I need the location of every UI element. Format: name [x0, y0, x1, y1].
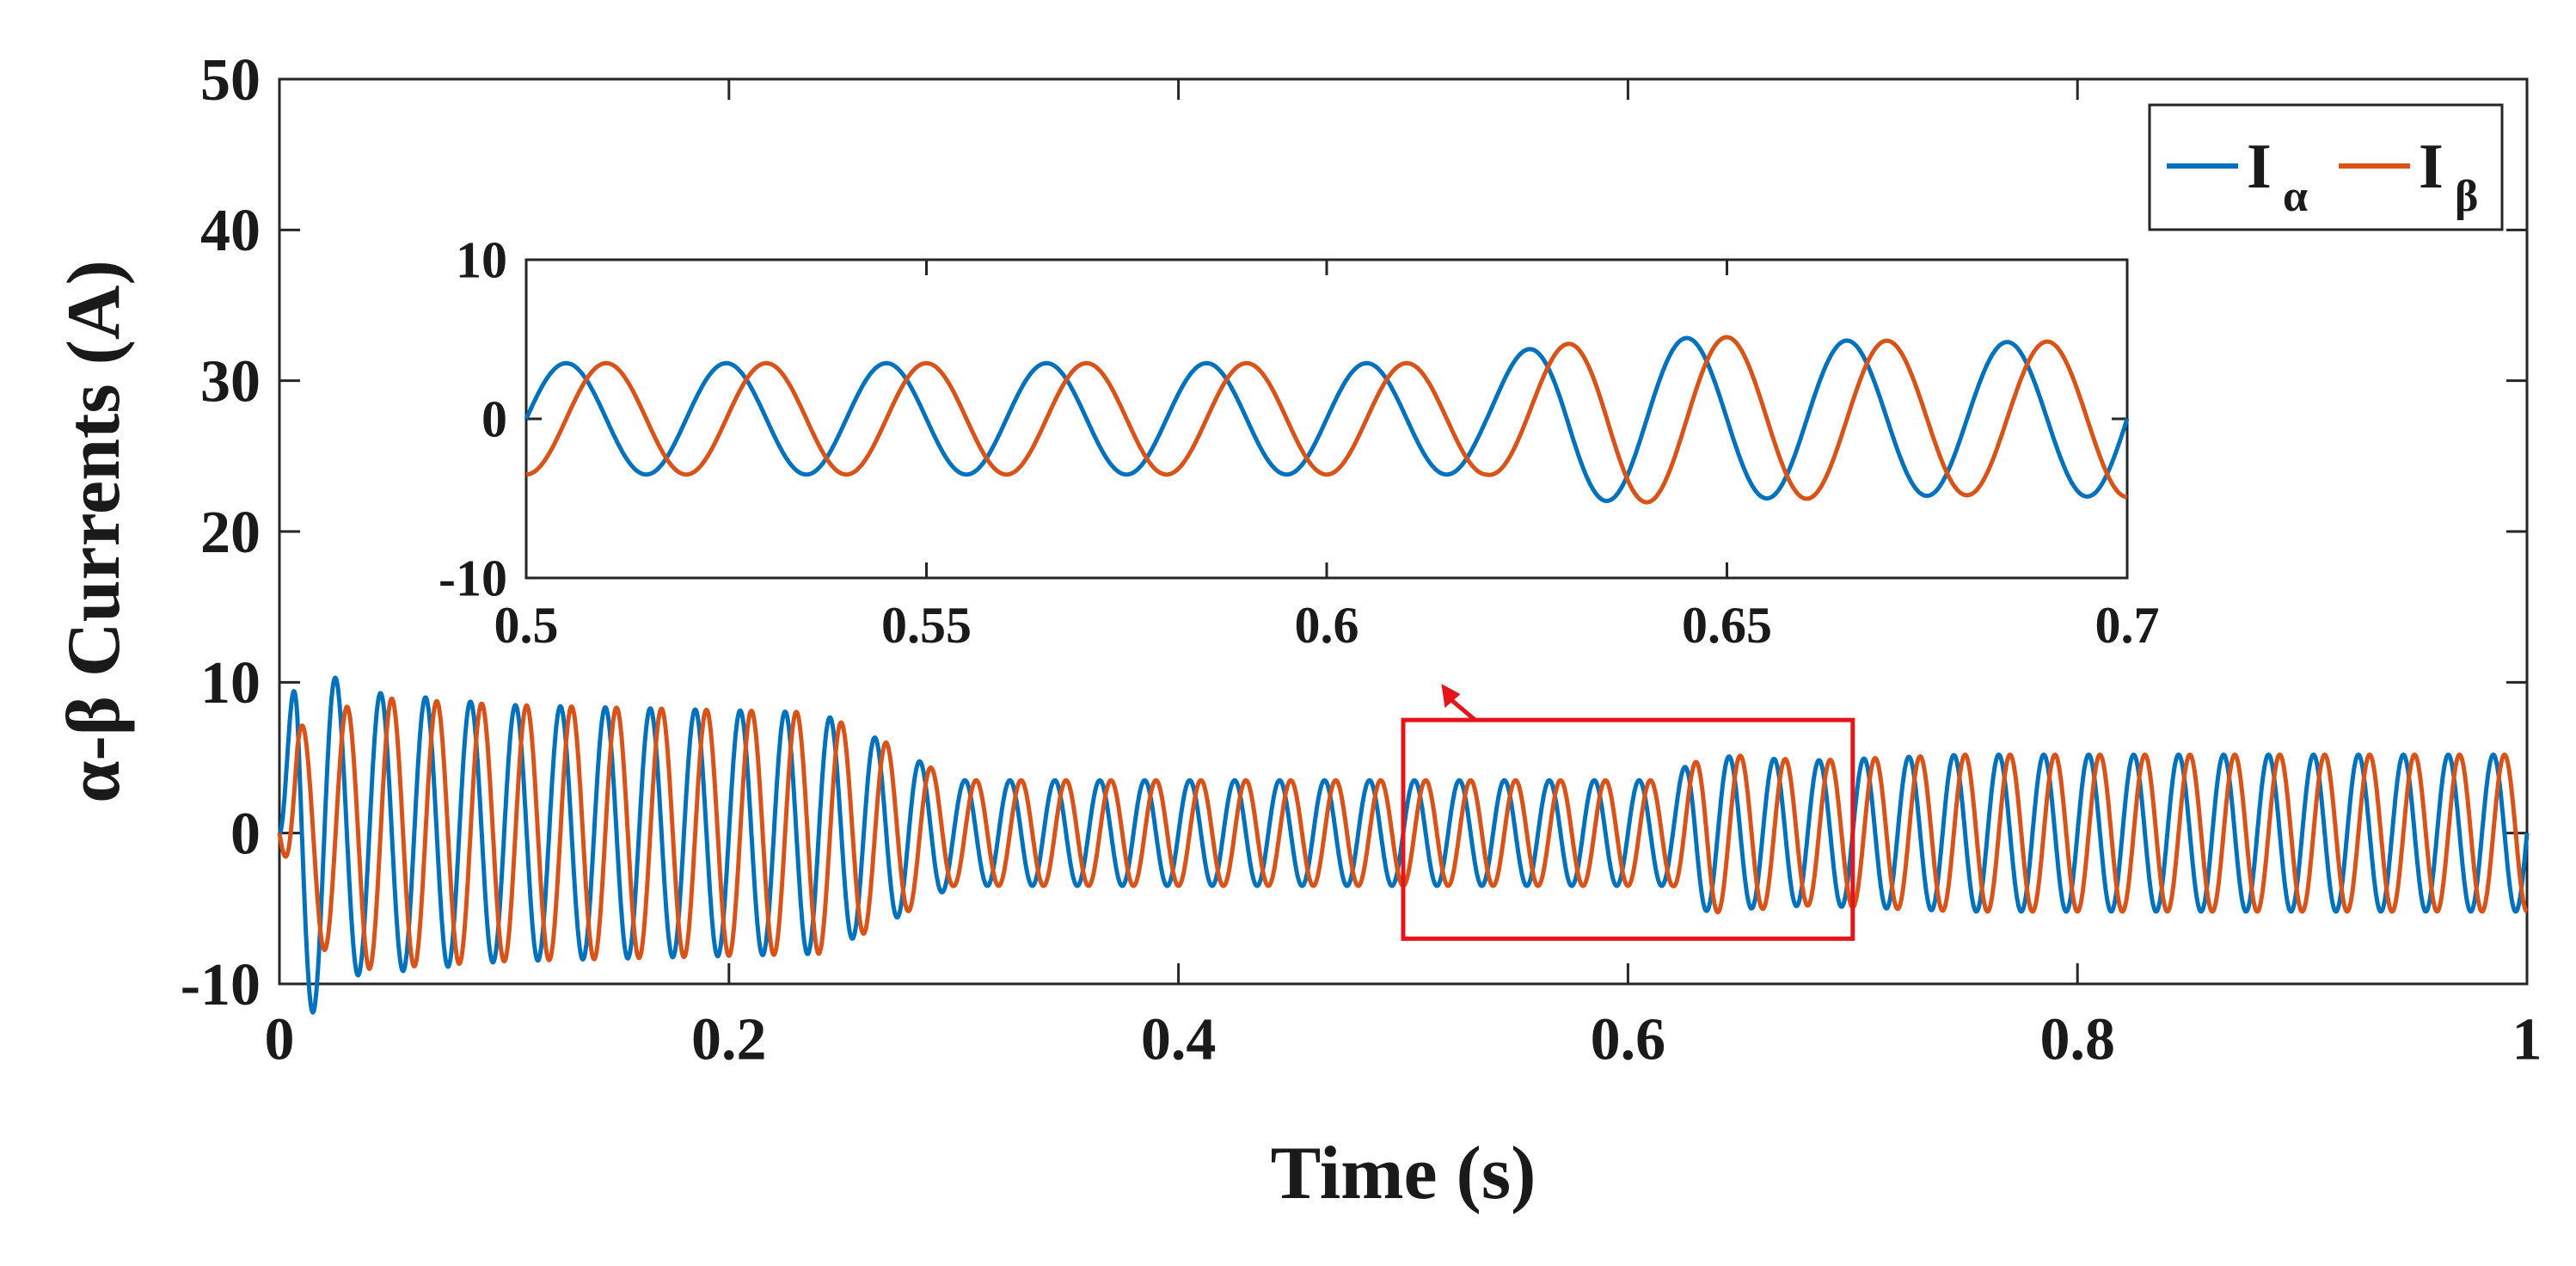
y-tick-label: 20 — [200, 500, 261, 566]
inset-series-group — [524, 335, 2130, 505]
inset-y-tick-label: -10 — [439, 550, 507, 606]
y-tick-label: 40 — [200, 198, 261, 264]
x-tick-label: 1 — [2512, 1007, 2542, 1073]
x-tick-label: 0.6 — [1591, 1007, 1666, 1073]
y-tick-label: -10 — [181, 952, 261, 1018]
y-tick-label: 30 — [200, 348, 261, 415]
legend-subscript-beta: β — [2455, 172, 2478, 221]
x-tick-label: 0 — [265, 1007, 295, 1073]
inset-y-tick-label: 0 — [481, 390, 507, 447]
y-axis-ticks: -10 0 10 20 30 40 50 — [181, 47, 2527, 1018]
inset-y-tick-label: 10 — [456, 231, 507, 288]
y-tick-label: 10 — [200, 650, 261, 716]
x-tick-label: 0.2 — [691, 1007, 767, 1073]
inset-x-tick-label: 0.7 — [2095, 597, 2160, 654]
legend-label-i-alpha: I — [2247, 132, 2272, 202]
y-tick-label: 0 — [230, 801, 261, 867]
legend-subscript-alpha: α — [2283, 172, 2308, 221]
x-axis-ticks: 0 0.2 0.4 0.6 0.8 1 — [265, 79, 2542, 1073]
legend: I α I β — [2148, 103, 2504, 231]
x-axis-title: Time (s) — [1271, 1132, 1536, 1215]
inset-x-tick-label: 0.6 — [1295, 597, 1359, 654]
zoom-arrow-head — [1441, 684, 1461, 709]
x-tick-label: 0.4 — [1141, 1007, 1217, 1073]
inset-x-tick-label: 0.65 — [1682, 597, 1772, 654]
inset-plot: -10 0 10 0.5 0.55 0.6 0.65 0.7 — [439, 231, 2159, 654]
inset-x-tick-label: 0.5 — [494, 597, 559, 654]
inset-x-axis-ticks: 0.5 0.55 0.6 0.65 0.7 — [494, 260, 2160, 654]
y-axis-title: α-β Currents (A) — [52, 260, 136, 803]
inset-y-axis-ticks: -10 0 10 — [439, 231, 2127, 606]
zoom-arrow — [1441, 684, 1477, 722]
y-tick-label: 50 — [200, 47, 261, 114]
x-tick-label: 0.8 — [2039, 1007, 2115, 1073]
series-line-i-beta-inset — [525, 335, 2128, 505]
series-line-i-alpha-inset — [524, 335, 2130, 503]
zoom-highlight-box — [1401, 717, 1855, 941]
inset-x-tick-label: 0.55 — [881, 597, 972, 654]
legend-label-i-beta: I — [2419, 132, 2444, 202]
